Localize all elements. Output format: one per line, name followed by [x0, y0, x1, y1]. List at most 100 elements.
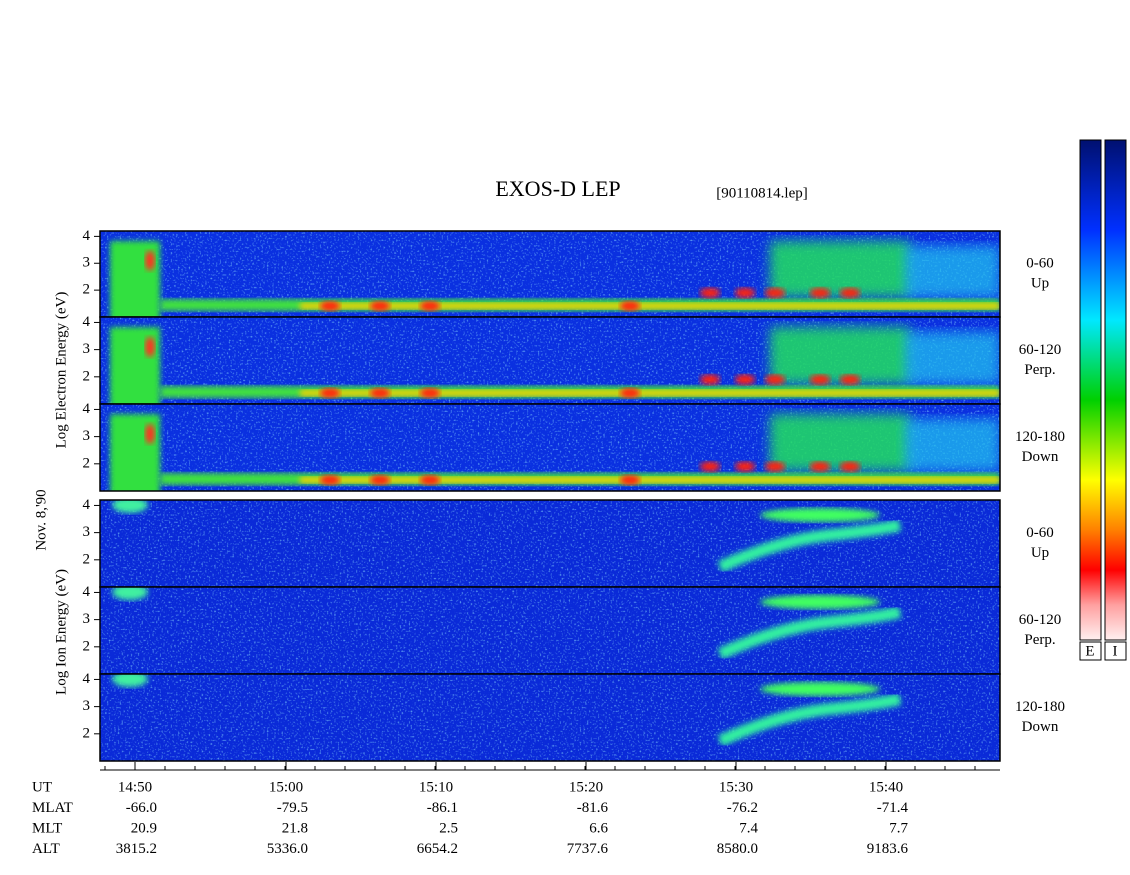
y-tick-label: 4 [83, 497, 91, 513]
panel-range: 60-120 [1019, 612, 1062, 628]
panel-direction: Perp. [1024, 362, 1055, 378]
ephemeris-value: -79.5 [277, 800, 308, 816]
feature [112, 500, 148, 513]
y-tick-label: 4 [83, 228, 91, 244]
colorbar-box [1079, 641, 1102, 661]
feature [770, 241, 910, 297]
ephemeris-value: 9183.6 [867, 841, 909, 857]
subtitle: [90110814.lep] [716, 185, 808, 201]
feature [300, 477, 1000, 483]
ephemeris-value: 14:50 [118, 779, 152, 795]
feature [760, 508, 880, 522]
feature [840, 374, 860, 385]
title: EXOS-D LEP [495, 176, 620, 201]
feature [717, 606, 902, 660]
feature [717, 519, 902, 573]
feature [700, 287, 720, 298]
ephemeris-value: 5336.0 [267, 841, 308, 857]
ephemeris-value: 15:10 [419, 779, 453, 795]
y-tick-label: 2 [83, 551, 91, 567]
ephemeris-value: -81.6 [577, 800, 609, 816]
feature [735, 461, 755, 472]
feature [765, 374, 785, 385]
feature [300, 303, 1000, 309]
feature [620, 475, 640, 485]
ephemeris-name: MLT [32, 820, 62, 836]
feature [905, 332, 1000, 385]
ephemeris-value: 6654.2 [417, 841, 458, 857]
panel-frame [99, 403, 1001, 492]
feature [300, 390, 1000, 396]
feature [112, 587, 148, 600]
colorbar [1104, 139, 1127, 641]
ion-axis-label: Log Ion Energy (eV) [53, 569, 69, 695]
colorbar-label: I [1113, 643, 1118, 659]
feature [770, 414, 910, 471]
y-tick-label: 4 [83, 584, 91, 600]
y-tick-label: 3 [83, 428, 91, 444]
panel-range: 0-60 [1026, 525, 1054, 541]
date-label: Nov. 8,'90 [33, 489, 49, 550]
feature [700, 374, 720, 385]
feature [840, 461, 860, 472]
ephemeris-value: 15:30 [719, 779, 753, 795]
feature [905, 419, 1000, 472]
ephemeris-value: 15:00 [269, 779, 303, 795]
y-tick-label: 3 [83, 698, 91, 714]
panel-range: 120-180 [1015, 429, 1065, 445]
ephemeris-value: -66.0 [126, 800, 157, 816]
y-tick-label: 3 [83, 341, 91, 357]
y-tick-label: 2 [83, 368, 91, 384]
spectrogram [100, 674, 1000, 761]
feature [717, 693, 902, 747]
ephemeris-value: 7.4 [739, 820, 758, 836]
y-tick-label: 3 [83, 255, 91, 271]
panel-direction: Down [1022, 449, 1059, 465]
ephemeris-value: 6.6 [589, 820, 608, 836]
feature [700, 461, 720, 472]
spectrogram [100, 231, 1000, 317]
feature [905, 246, 1000, 298]
feature [765, 287, 785, 298]
feature [420, 475, 440, 485]
y-tick-label: 2 [83, 725, 91, 741]
ephemeris-value: 2.5 [439, 820, 458, 836]
ephemeris-name: UT [32, 779, 52, 795]
feature [420, 388, 440, 398]
y-tick-label: 4 [83, 314, 91, 330]
spectrogram [100, 404, 1000, 491]
colorbar-box [1104, 641, 1127, 661]
feature [620, 388, 640, 398]
feature [810, 374, 830, 385]
ephemeris-name: MLAT [32, 800, 73, 816]
panel-frame [99, 673, 1001, 762]
ephemeris-value: -86.1 [427, 800, 458, 816]
electron-axis-label: Log Electron Energy (eV) [53, 292, 69, 449]
spectrogram [100, 500, 1000, 587]
feature [320, 475, 340, 485]
colorbar [1079, 139, 1102, 641]
feature [760, 595, 880, 609]
y-tick-label: 2 [83, 638, 91, 654]
feature [735, 374, 755, 385]
feature [370, 388, 390, 398]
feature [320, 301, 340, 311]
ephemeris-value: 7737.6 [567, 841, 609, 857]
y-tick-label: 2 [83, 455, 91, 471]
ephemeris-name: ALT [32, 841, 60, 857]
ephemeris-value: 7.7 [889, 820, 908, 836]
feature [810, 461, 830, 472]
panel-direction: Up [1031, 545, 1049, 561]
y-tick-label: 4 [83, 671, 91, 687]
feature [320, 388, 340, 398]
ephemeris-value: 15:40 [869, 779, 903, 795]
ephemeris-value: -71.4 [877, 800, 909, 816]
y-tick-label: 4 [83, 401, 91, 417]
feature [810, 287, 830, 298]
feature [145, 250, 155, 271]
spectrogram [100, 317, 1000, 404]
feature [840, 287, 860, 298]
y-tick-label: 3 [83, 611, 91, 627]
ephemeris-value: 8580.0 [717, 841, 758, 857]
